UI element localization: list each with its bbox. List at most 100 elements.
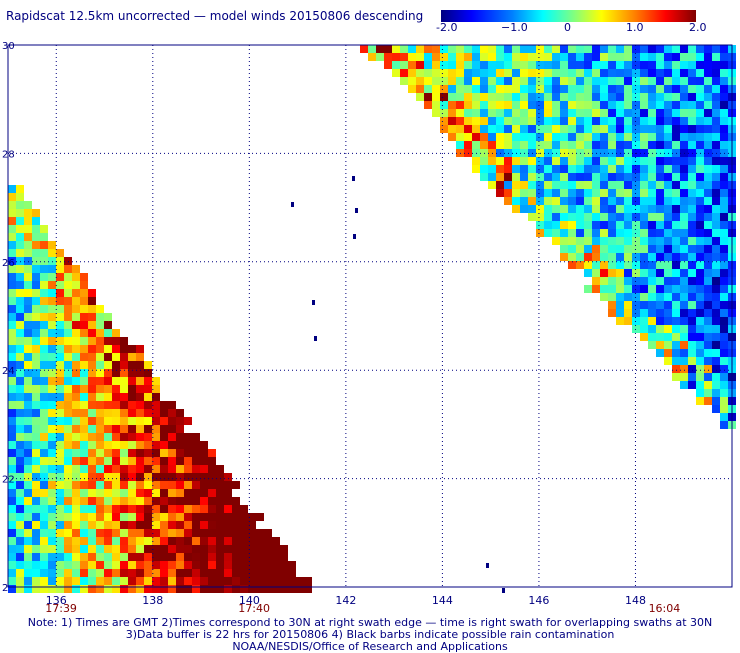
swath-cell <box>480 173 488 181</box>
swath-cell <box>616 101 624 109</box>
swath-cell <box>720 269 728 277</box>
swath-cell <box>184 553 192 561</box>
swath-cell <box>664 53 672 61</box>
swath-cell <box>648 245 656 253</box>
swath-cell <box>368 53 376 61</box>
swath-cell <box>568 261 576 269</box>
swath-cell <box>64 369 72 377</box>
swath-cell <box>8 585 16 593</box>
swath-cell <box>32 313 40 321</box>
swath-cell <box>584 245 592 253</box>
swath-cell <box>192 513 200 521</box>
swath-cell <box>112 433 120 441</box>
swath-cell <box>472 77 480 85</box>
swath-cell <box>232 553 240 561</box>
swath-cell <box>144 393 152 401</box>
swath-cell <box>64 273 72 281</box>
swath-cell <box>104 513 112 521</box>
swath-cell <box>704 269 712 277</box>
swath-cell <box>152 521 160 529</box>
swath-cell <box>56 545 64 553</box>
swath-cell <box>584 141 592 149</box>
swath-cell <box>576 253 584 261</box>
swath-cell <box>648 309 656 317</box>
swath-cell <box>40 553 48 561</box>
swath-cell <box>48 329 56 337</box>
swath-cell <box>88 577 96 585</box>
swath-cell <box>72 353 80 361</box>
swath-cell <box>264 553 272 561</box>
swath-cell <box>688 221 696 229</box>
swath-cell <box>64 361 72 369</box>
swath-cell <box>648 109 656 117</box>
swath-cell <box>672 93 680 101</box>
swath-cell <box>160 465 168 473</box>
swath-cell <box>608 157 616 165</box>
swath-cell <box>688 85 696 93</box>
swath-cell <box>664 309 672 317</box>
swath-cell <box>64 457 72 465</box>
swath-cell <box>712 77 720 85</box>
swath-cell <box>528 165 536 173</box>
swath-cell <box>104 537 112 545</box>
swath-cell <box>112 409 120 417</box>
lat-lon-grid <box>8 45 732 587</box>
swath-cell <box>640 85 648 93</box>
swath-cell <box>200 585 208 593</box>
swath-cell <box>704 253 712 261</box>
swath-cell <box>560 69 568 77</box>
swath-cell <box>616 269 624 277</box>
swath-cell <box>24 233 32 241</box>
swath-cell <box>504 173 512 181</box>
swath-cell <box>592 53 600 61</box>
swath-cell <box>664 109 672 117</box>
swath-cell <box>432 101 440 109</box>
swath-cell <box>256 561 264 569</box>
swath-cell <box>176 513 184 521</box>
swath-cell <box>496 77 504 85</box>
swath-cell <box>8 233 16 241</box>
swath-cell <box>88 337 96 345</box>
swath-cell <box>64 297 72 305</box>
swath-cell <box>168 537 176 545</box>
swath-cell <box>96 561 104 569</box>
swath-cell <box>128 449 136 457</box>
swath-cell <box>112 489 120 497</box>
swath-cell <box>128 457 136 465</box>
swath-cell <box>656 229 664 237</box>
swath-cell <box>720 237 728 245</box>
swath-cell <box>224 577 232 585</box>
swath-cell <box>152 465 160 473</box>
swath-cell <box>88 521 96 529</box>
swath-cell <box>216 545 224 553</box>
swath-cell <box>32 281 40 289</box>
swath-cell <box>656 301 664 309</box>
swath-cell <box>48 513 56 521</box>
island-mark <box>291 202 294 207</box>
swath-cell <box>136 561 144 569</box>
swath-cell <box>88 321 96 329</box>
swath-cell <box>680 93 688 101</box>
swath-cell <box>608 109 616 117</box>
swath-cell <box>304 577 312 585</box>
swath-cell <box>184 577 192 585</box>
swath-cell <box>616 197 624 205</box>
swath-cell <box>264 529 272 537</box>
swath-cell <box>384 45 392 53</box>
swath-cell <box>480 125 488 133</box>
swath-cell <box>72 473 80 481</box>
swath-cell <box>184 585 192 593</box>
swath-cell <box>24 585 32 593</box>
swath-cell <box>264 561 272 569</box>
swath-cell <box>88 457 96 465</box>
swath-cell <box>632 197 640 205</box>
swath-cell <box>24 369 32 377</box>
swath-cell <box>56 273 64 281</box>
swath-cell <box>24 281 32 289</box>
swath-cell <box>640 237 648 245</box>
swath-cell <box>88 561 96 569</box>
swath-cell <box>464 101 472 109</box>
swath-cell <box>176 417 184 425</box>
swath-cell <box>88 537 96 545</box>
